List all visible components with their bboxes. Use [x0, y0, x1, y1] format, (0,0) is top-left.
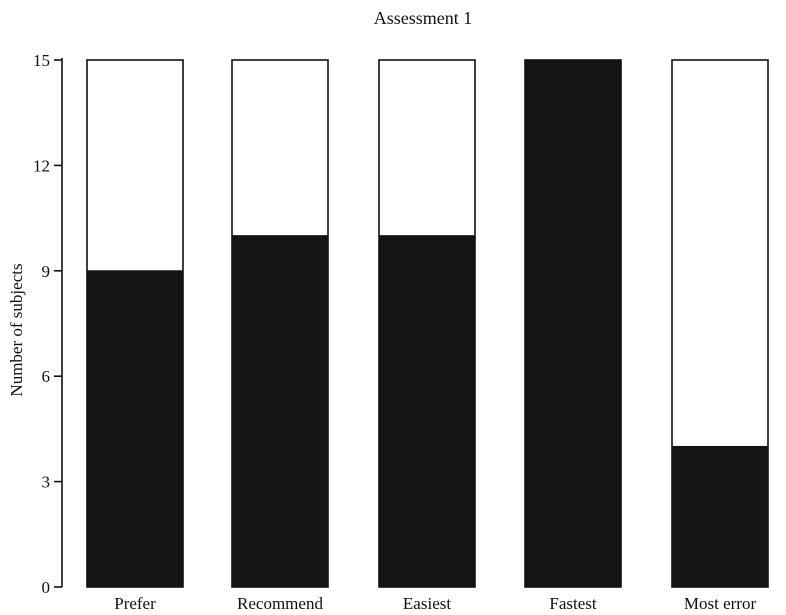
bar-fastest: [524, 59, 622, 588]
y-tick-label: 3: [42, 473, 51, 492]
bar-prefer: [86, 270, 184, 588]
y-tick-label: 6: [42, 367, 51, 386]
x-category-label: Easiest: [403, 594, 451, 613]
y-tick-label: 15: [33, 51, 50, 70]
chart-title: Assessment 1: [374, 8, 473, 28]
y-tick-label: 0: [42, 578, 51, 597]
x-category-label: Prefer: [114, 594, 156, 613]
bar-easiest: [378, 235, 476, 588]
y-axis-label: Number of subjects: [7, 263, 26, 396]
bar-recommend: [231, 235, 329, 588]
x-category-label: Most error: [684, 594, 757, 613]
bar-most-error: [671, 445, 769, 588]
y-tick-label: 12: [33, 156, 50, 175]
x-category-label: Fastest: [549, 594, 597, 613]
y-tick-label: 9: [42, 262, 51, 281]
x-category-label: Recommend: [237, 594, 323, 613]
